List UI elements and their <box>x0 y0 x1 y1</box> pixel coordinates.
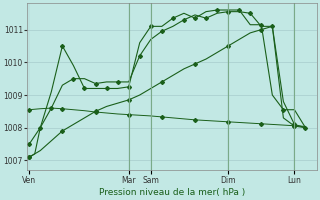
X-axis label: Pression niveau de la mer( hPa ): Pression niveau de la mer( hPa ) <box>99 188 245 197</box>
